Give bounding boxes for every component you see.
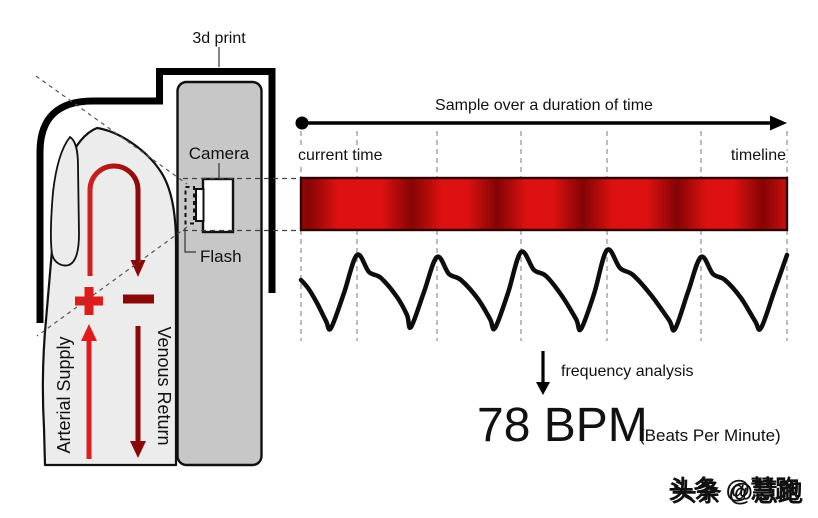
timeline-section: Sample over a duration of time current t… — [295, 97, 789, 341]
venous-return-label: Venous Return — [154, 326, 174, 445]
sample-bar-dark-band — [647, 178, 707, 230]
time-axis-origin-dot — [295, 116, 309, 130]
fov-diagonal-upper — [35, 75, 188, 185]
time-axis-arrow — [295, 115, 787, 131]
sample-bar-dark-band — [553, 178, 613, 230]
watermark-text: 头条 @慧跑 — [669, 476, 800, 504]
blood-loop — [87, 163, 141, 276]
sample-bar — [301, 178, 787, 230]
arterial-arrow — [81, 324, 97, 459]
bpm-unit: (Beats Per Minute) — [639, 426, 781, 445]
timeline-title: Sample over a duration of time — [435, 97, 653, 114]
plus-symbol — [75, 287, 103, 315]
ppg-waveform — [298, 247, 790, 333]
sample-bar-border — [299, 176, 789, 232]
flash-label: Flash — [200, 247, 242, 266]
arterial-supply-label: Arterial Supply — [54, 336, 74, 453]
frequency-analysis-label: frequency analysis — [561, 363, 694, 380]
sample-bar-dark-band — [382, 178, 442, 230]
watermark: 头条 @慧跑 头条 @慧跑 — [669, 476, 803, 507]
bpm-value: 78 BPM — [477, 399, 648, 452]
beat-marker-lines — [300, 131, 788, 341]
3d-print-bracket — [36, 68, 276, 323]
waveform-section — [298, 247, 790, 333]
camera-lens — [195, 188, 205, 222]
current-time-label: current time — [298, 147, 383, 164]
frequency-analysis-arrow — [536, 351, 550, 395]
blood-loop-arrowhead — [130, 260, 146, 277]
sample-bar-dark-band — [301, 178, 338, 230]
venous-arrow — [130, 326, 146, 458]
fov-diagonal-lower — [36, 226, 188, 337]
fingernail — [50, 135, 80, 267]
sample-bar-dark-bands — [301, 178, 787, 230]
camera-sensor — [201, 177, 235, 234]
sample-bar-dark-band — [733, 178, 787, 230]
analysis-section: frequency analysis 78 BPM (Beats Per Min… — [477, 351, 781, 452]
print-label: 3d print — [192, 30, 246, 47]
camera-label: Camera — [189, 144, 250, 163]
finger-phone-assembly: Arterial Supply Venous Return 3d print C… — [35, 30, 301, 467]
sample-bar-dark-band — [467, 178, 527, 230]
timeline-label: timeline — [731, 147, 786, 164]
time-axis-arrowhead — [770, 115, 787, 131]
watermark-shadow-text: 头条 @慧跑 — [672, 479, 803, 507]
flash-leader-line — [184, 228, 196, 253]
phone-body — [176, 80, 263, 467]
